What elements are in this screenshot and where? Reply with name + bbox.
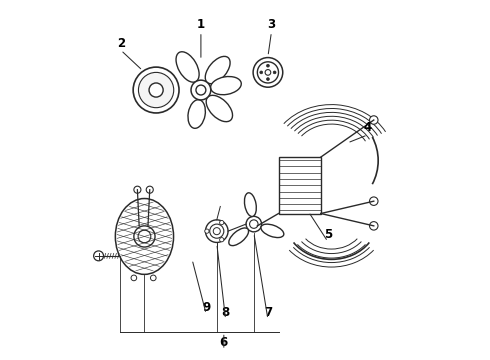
Circle shape xyxy=(253,58,283,87)
Circle shape xyxy=(150,275,156,281)
Circle shape xyxy=(267,64,270,67)
Circle shape xyxy=(131,275,137,281)
Ellipse shape xyxy=(229,228,248,246)
Text: 6: 6 xyxy=(220,337,228,350)
Circle shape xyxy=(134,226,155,247)
Circle shape xyxy=(273,71,276,74)
Circle shape xyxy=(146,186,153,193)
Circle shape xyxy=(138,230,151,243)
Text: 9: 9 xyxy=(202,301,210,314)
Text: 5: 5 xyxy=(324,228,332,241)
Circle shape xyxy=(246,216,262,232)
Text: 3: 3 xyxy=(268,18,275,31)
Circle shape xyxy=(149,83,163,97)
Circle shape xyxy=(210,224,224,238)
Ellipse shape xyxy=(205,57,230,84)
Circle shape xyxy=(205,220,228,242)
Circle shape xyxy=(369,197,378,206)
Circle shape xyxy=(205,229,209,233)
Ellipse shape xyxy=(211,77,241,95)
Text: 1: 1 xyxy=(197,18,205,31)
Circle shape xyxy=(257,62,278,83)
Circle shape xyxy=(267,78,270,81)
Circle shape xyxy=(265,69,271,75)
Circle shape xyxy=(139,72,174,108)
Circle shape xyxy=(94,251,103,261)
Ellipse shape xyxy=(206,95,233,122)
Ellipse shape xyxy=(245,193,256,216)
Circle shape xyxy=(369,116,378,124)
Circle shape xyxy=(369,222,378,230)
Circle shape xyxy=(220,220,224,225)
Circle shape xyxy=(213,228,220,235)
Circle shape xyxy=(260,71,263,74)
Bar xyxy=(278,157,321,213)
Ellipse shape xyxy=(188,100,205,128)
Circle shape xyxy=(220,238,224,242)
Circle shape xyxy=(191,80,211,100)
Circle shape xyxy=(134,186,141,193)
Text: 7: 7 xyxy=(264,306,272,319)
Text: 4: 4 xyxy=(364,121,372,134)
Ellipse shape xyxy=(261,224,284,238)
Ellipse shape xyxy=(176,52,199,82)
Text: 8: 8 xyxy=(221,306,230,319)
Circle shape xyxy=(249,220,258,228)
Text: 2: 2 xyxy=(117,37,125,50)
Ellipse shape xyxy=(115,198,173,274)
Circle shape xyxy=(133,67,179,113)
Circle shape xyxy=(196,85,206,95)
